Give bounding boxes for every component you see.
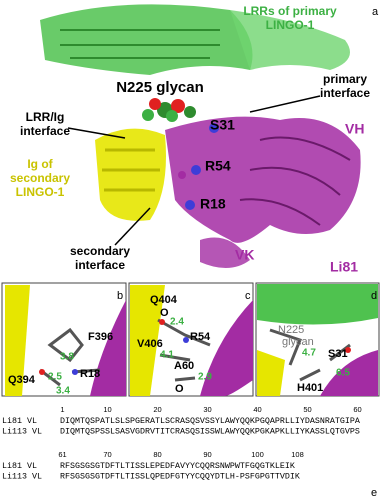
sequence-name: Li81 VL xyxy=(2,461,37,471)
residue-label: R54 xyxy=(190,331,211,343)
ruler-number: 10 xyxy=(103,405,111,414)
annotation: N225 xyxy=(278,324,304,336)
annotation: LINGO-1 xyxy=(16,185,65,199)
panel-label: e xyxy=(371,487,377,499)
annotation: LRR/Ig xyxy=(26,110,65,124)
residue-label: F396 xyxy=(88,331,113,343)
ruler-number: 90 xyxy=(203,450,211,459)
chain-label: VH xyxy=(345,121,364,137)
annotation: secondary xyxy=(10,171,70,185)
sequence-alignment: 1 10 20 30 40 50 60 Li81 VL DIQMTQSPATLSLSPGERAT… xyxy=(2,405,362,482)
distance-label: 2.4 xyxy=(170,317,184,328)
annotation: secondary xyxy=(70,244,130,258)
structure-a xyxy=(40,4,361,269)
residue-label: R18 xyxy=(200,196,226,212)
distance-label: 3.8 xyxy=(60,352,74,363)
residue-label: R54 xyxy=(205,158,231,174)
ruler-number: 60 xyxy=(353,405,361,414)
ruler-number: 100 xyxy=(251,450,264,459)
chain-label: Li81 xyxy=(330,259,358,275)
sequence: RFSGSGSGTDFTLTISSLQPEDFGTYYCQQYDTLH-PSFG… xyxy=(60,472,300,482)
annotation: LINGO-1 xyxy=(266,18,315,32)
ruler-number: 80 xyxy=(153,450,161,459)
structure-b xyxy=(5,285,126,396)
structure-c xyxy=(130,285,253,396)
residue-label: V406 xyxy=(137,338,163,350)
residue-label: S31 xyxy=(210,117,235,133)
ruler-number: 61 xyxy=(58,450,66,459)
distance-label: 3.4 xyxy=(56,386,70,397)
annotation: Ig of xyxy=(27,157,53,171)
sequence: DIQMTQSPATLSLSPGERATLSCRASQSVSSYLAWYQQKP… xyxy=(60,416,360,426)
annotation: N225 glycan xyxy=(116,79,204,96)
annotation: LRRs of primary xyxy=(243,4,337,18)
ruler-number: 50 xyxy=(303,405,311,414)
annotation: interface xyxy=(75,258,125,272)
residue-label: Q394 xyxy=(8,374,36,386)
panel-label: d xyxy=(371,290,377,302)
panel-label: a xyxy=(372,6,379,18)
ruler-number: 108 xyxy=(291,450,304,459)
structure-d xyxy=(257,284,378,396)
residue-label: S31 xyxy=(328,348,348,360)
residue-label: R18 xyxy=(80,368,100,380)
sequence: RFSGSGSGTDFTLTISSLEPEDFAVYYCQQRSNWPWTFGQ… xyxy=(60,461,295,471)
distance-label: 2.9 xyxy=(198,372,212,383)
distance-label: 6.5 xyxy=(336,368,350,379)
sequence-name: Li113 VL xyxy=(2,472,42,482)
chain-label: VK xyxy=(235,247,254,263)
ruler-number: 40 xyxy=(253,405,261,414)
distance-label: 2.5 xyxy=(48,372,62,383)
sequence: DIQMTQSPSSLSASVGDRVTITCRASQSISSWLAWYQQKP… xyxy=(60,427,360,437)
sequence-name: Li81 VL xyxy=(2,416,37,426)
atom-label: O xyxy=(160,307,169,319)
sequence-name: Li113 VL xyxy=(2,427,42,437)
ruler-number: 1 xyxy=(60,405,64,414)
annotation: primary xyxy=(323,72,367,86)
ruler-number: 70 xyxy=(103,450,111,459)
panel-label: c xyxy=(245,290,251,302)
residue-label: H401 xyxy=(297,382,323,394)
residue-label: Q404 xyxy=(150,294,178,306)
annotation: interface xyxy=(320,86,370,100)
ruler-number: 30 xyxy=(203,405,211,414)
annotation: glycan xyxy=(282,336,314,348)
atom-label: O xyxy=(175,383,184,395)
ruler-number: 20 xyxy=(153,405,161,414)
annotation: interface xyxy=(20,124,70,138)
residue-label: A60 xyxy=(174,360,194,372)
distance-label: 4.7 xyxy=(302,348,316,359)
distance-label: 4.1 xyxy=(160,350,174,361)
panel-label: b xyxy=(117,290,123,302)
